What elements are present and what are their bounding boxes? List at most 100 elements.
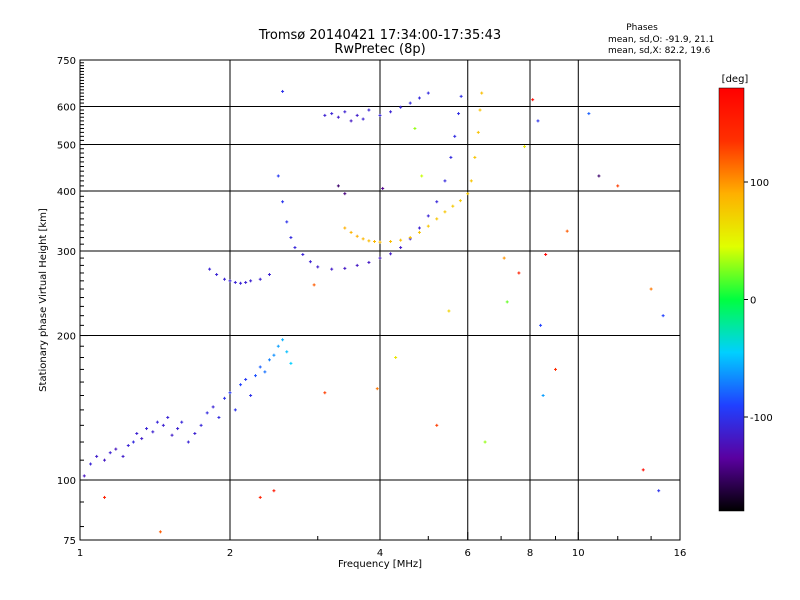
data-point: [389, 110, 393, 114]
data-point: [399, 246, 403, 250]
data-point: [276, 344, 280, 348]
data-point: [389, 240, 393, 244]
data-point: [312, 283, 316, 287]
data-point: [158, 530, 162, 534]
grid-lines: [80, 60, 680, 540]
x-tick-label: 1: [77, 548, 83, 559]
data-point: [233, 280, 237, 284]
colorbar-tick-label: 0: [750, 296, 756, 307]
x-tick-label: 8: [527, 548, 533, 559]
data-point: [272, 489, 276, 493]
data-point: [108, 451, 112, 455]
data-point: [457, 112, 461, 116]
data-point: [435, 423, 439, 427]
data-point: [408, 101, 412, 105]
data-point: [258, 495, 262, 499]
data-point: [408, 236, 412, 240]
data-point: [343, 226, 347, 230]
y-tick-label: 500: [57, 141, 76, 152]
data-point: [476, 130, 480, 134]
data-point: [131, 440, 135, 444]
data-point: [426, 224, 430, 228]
data-point: [587, 112, 591, 116]
data-point: [205, 411, 209, 415]
colorbar: [deg] 100 0 -100: [718, 74, 773, 512]
data-point: [361, 237, 365, 241]
data-point: [170, 433, 174, 437]
data-point: [193, 432, 197, 436]
x-tick-label: 10: [572, 548, 585, 559]
data-point: [323, 391, 327, 395]
y-tick-label: 200: [57, 332, 76, 343]
y-tick-label: 300: [57, 247, 76, 258]
data-point: [373, 240, 377, 244]
data-point: [343, 266, 347, 270]
stats-heading: Phases: [626, 23, 658, 33]
data-point: [447, 309, 451, 313]
data-point: [285, 350, 289, 354]
y-tick-label: 100: [57, 476, 76, 487]
data-point: [466, 192, 470, 196]
data-point: [417, 226, 421, 230]
data-point: [349, 230, 353, 234]
data-point: [565, 229, 569, 233]
data-point: [258, 365, 262, 369]
data-points: [82, 89, 665, 534]
colorbar-tick-label: -100: [750, 413, 773, 424]
data-point: [505, 300, 509, 304]
data-point: [281, 89, 285, 93]
data-point: [367, 239, 371, 243]
data-point: [343, 192, 347, 196]
data-point: [517, 271, 521, 275]
data-point: [523, 145, 527, 149]
chart-title: Tromsø 20140421 17:34:00-17:35:43: [258, 28, 501, 43]
data-point: [553, 367, 557, 371]
data-point: [399, 105, 403, 109]
data-point: [435, 200, 439, 204]
data-point: [453, 134, 457, 138]
data-point: [228, 279, 232, 283]
data-point: [478, 108, 482, 112]
data-point: [211, 405, 215, 409]
data-point: [483, 440, 487, 444]
stats-o-mode: mean, sd,O: -91.9, 21.1: [608, 35, 714, 45]
data-point: [145, 427, 149, 431]
data-point: [616, 184, 620, 188]
data-point: [180, 420, 184, 424]
data-point: [267, 273, 271, 277]
data-point: [661, 314, 665, 318]
data-point: [451, 204, 455, 208]
data-point: [186, 440, 190, 444]
data-point: [285, 220, 289, 224]
data-point: [541, 394, 545, 398]
data-point: [399, 238, 403, 242]
data-point: [223, 277, 227, 281]
data-point: [649, 287, 653, 291]
colorbar-gradient: [718, 87, 745, 512]
data-point: [330, 267, 334, 271]
data-point: [458, 199, 462, 203]
data-point: [378, 256, 382, 260]
data-point: [480, 91, 484, 95]
data-point: [281, 338, 285, 342]
data-point: [502, 256, 506, 260]
data-point: [281, 200, 285, 204]
data-point: [378, 113, 382, 117]
data-point: [539, 323, 543, 327]
data-point: [293, 246, 297, 250]
data-point: [330, 112, 334, 116]
data-point: [426, 214, 430, 218]
data-point: [233, 408, 237, 412]
data-point: [301, 253, 305, 257]
data-point: [289, 361, 293, 365]
data-point: [166, 415, 170, 419]
data-point: [249, 279, 253, 283]
y-tick-label: 750: [57, 56, 76, 67]
data-point: [435, 217, 439, 221]
colorbar-tick-label: 100: [750, 178, 769, 189]
data-point: [355, 113, 359, 117]
data-point: [126, 444, 130, 448]
plot-area: 1 2 4 6 8 10 16 75 100 200 300 400 500 600 750: [57, 56, 686, 559]
x-tick-label: 2: [227, 548, 233, 559]
